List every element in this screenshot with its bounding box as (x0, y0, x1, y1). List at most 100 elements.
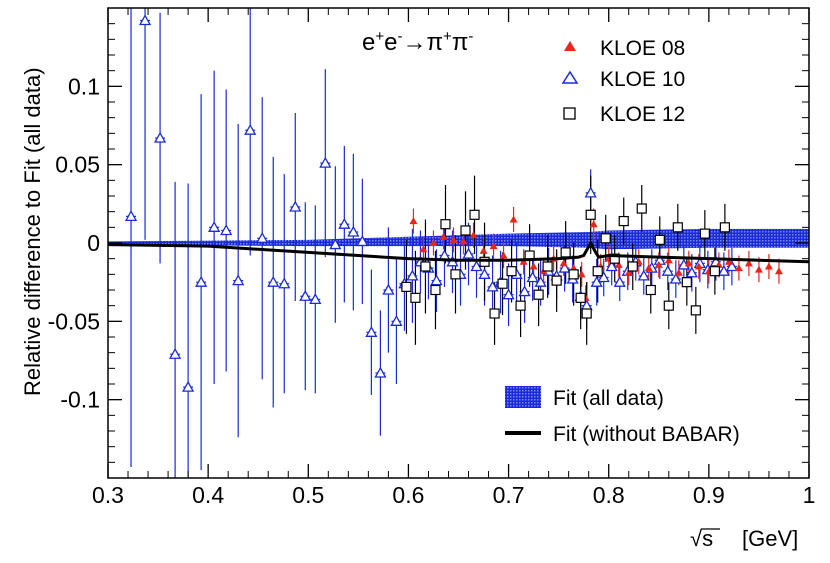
kloe08-point (724, 257, 733, 265)
legend-fit-all-label: Fit (all data) (553, 387, 664, 410)
kloe12-point (410, 292, 421, 303)
kloe10-point (470, 260, 483, 272)
kloe10-point (374, 366, 387, 378)
y-tick-label: 0.1 (68, 73, 100, 99)
kloe08-point (774, 267, 783, 275)
kloe08-point (577, 270, 586, 278)
kloe08-point (684, 259, 693, 267)
legend-kloe12-label: KLOE 12 (600, 103, 685, 126)
kloe12-point (489, 308, 500, 319)
kloe08-point (469, 231, 478, 239)
kloe12-point (609, 253, 620, 264)
x-tick-label: 0.7 (493, 482, 525, 508)
kloe10-point (605, 260, 618, 272)
kloe12-point (672, 222, 683, 233)
kloe12-point (460, 225, 471, 236)
kloe12-point (719, 222, 730, 233)
kloe10-point (365, 325, 378, 337)
kloe10-point (208, 220, 221, 232)
kloe10-point (558, 261, 571, 273)
kloe08-point (499, 251, 508, 259)
kloe12-point (600, 233, 611, 244)
kloe10-point (406, 269, 419, 281)
kloe08-point (419, 245, 428, 253)
kloe10-point (637, 269, 650, 281)
kloe12-point (681, 277, 692, 288)
kloe10-point (661, 264, 674, 276)
kloe10-point (390, 314, 403, 326)
kloe10-point (430, 274, 443, 286)
kloe08-point (489, 242, 498, 250)
kloe12-point (709, 266, 720, 277)
kloe10-point (278, 277, 291, 289)
kloe12-point (551, 275, 562, 286)
kloe12-point (533, 289, 544, 300)
kloe10-point (138, 14, 152, 26)
kloe12-point (450, 269, 461, 280)
kloe10-point (502, 288, 515, 300)
kloe10-point (338, 217, 351, 229)
kloe10-point (195, 275, 208, 287)
chart-title: e+e-→π+π- (362, 28, 473, 56)
kloe10-point (534, 275, 547, 287)
kloe10-point (382, 283, 395, 295)
kloe12-point (560, 247, 571, 258)
legend-kloe10-label: KLOE 10 (600, 68, 685, 91)
kloe12-point (469, 209, 480, 220)
kloe08-point (529, 262, 538, 270)
kloe10-point (518, 285, 531, 297)
legend-kloe10-marker (561, 70, 579, 84)
x-tick-label: 0.8 (593, 482, 625, 508)
kloe08-point (624, 268, 633, 276)
kloe10-point (267, 275, 280, 287)
kloe08-point (429, 239, 438, 246)
kloe10-point (584, 186, 597, 198)
kloe08-point (509, 215, 518, 223)
kloe10-point (478, 267, 491, 279)
y-tick-label: -0.05 (48, 308, 100, 334)
kloe12-point (542, 261, 553, 272)
kloe12-point (663, 300, 674, 311)
x-axis-sqrt-label: √s (690, 526, 713, 551)
kloe12-point (645, 284, 656, 296)
kloe12-point (479, 256, 490, 267)
kloe12-point (568, 269, 579, 280)
legend-top: KLOE 08 KLOE 10 KLOE 12 (561, 37, 685, 126)
kloe10-point (669, 272, 682, 284)
kloe10-point (232, 274, 245, 286)
kloe08-point (764, 262, 773, 270)
kloe10-point (526, 271, 539, 283)
kloe12-point (690, 305, 701, 316)
kloe10-point (597, 271, 610, 283)
kloe12-point (627, 261, 638, 272)
kloe08-point (654, 260, 663, 268)
x-tick-label: 0.3 (92, 482, 124, 508)
kloe10-point (256, 231, 269, 243)
y-tick-label: 0.05 (55, 152, 100, 178)
kloe08-point (449, 235, 458, 243)
legend-fit-all-swatch (505, 386, 541, 408)
x-axis-title: √s [GeV] (690, 526, 798, 551)
kloe12-point (506, 266, 517, 277)
kloe12-point (585, 209, 596, 220)
kloe08-point (694, 262, 703, 270)
kloe10-point (309, 293, 322, 305)
kloe10-point (347, 225, 360, 237)
kloe10-point (356, 235, 369, 247)
kloe08-point (559, 259, 568, 267)
kloe10-point (182, 380, 195, 392)
x-tick-label: 0.9 (693, 482, 725, 508)
kloe10-point (725, 260, 738, 272)
fit-without-babar-line (108, 239, 809, 264)
x-tick-label: 1 (803, 482, 816, 508)
kloe10-point (462, 247, 475, 259)
kloe08-point (754, 265, 763, 273)
kloe10-point (613, 275, 626, 287)
kloe08-point (734, 264, 743, 272)
kloe10-point (220, 224, 233, 236)
legend-fit-no-babar-label: Fit (without BABAR) (553, 423, 740, 446)
kloe12-point (636, 203, 647, 214)
x-tick-label: 0.4 (192, 482, 224, 508)
kloe08-point (589, 220, 598, 228)
